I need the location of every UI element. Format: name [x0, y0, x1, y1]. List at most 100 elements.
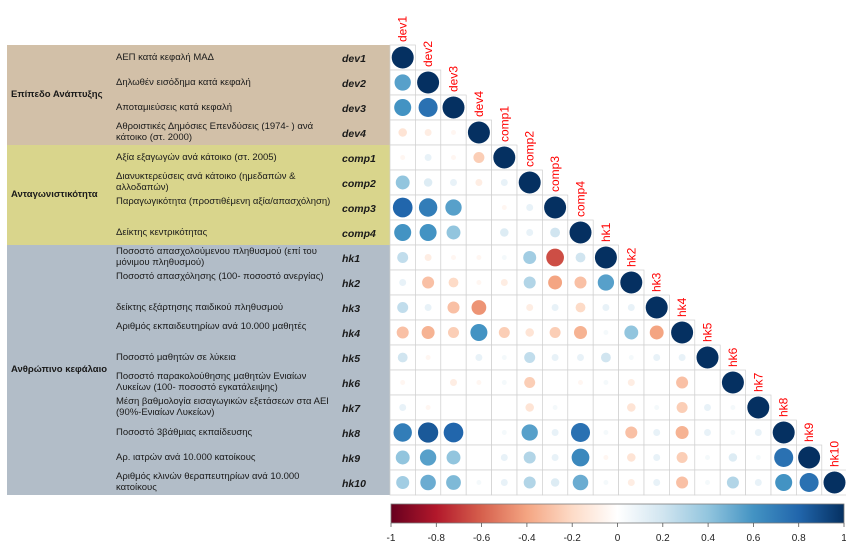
- correlation-circle: [451, 155, 456, 160]
- correlation-circle: [577, 354, 584, 361]
- correlation-circle: [620, 272, 642, 294]
- correlation-circle: [730, 430, 735, 435]
- correlation-circle: [603, 480, 608, 485]
- correlation-circle: [475, 354, 482, 361]
- correlation-circle: [646, 297, 668, 319]
- correlation-circle: [677, 402, 688, 413]
- matrix-cell: [466, 220, 491, 245]
- correlation-circle: [653, 479, 660, 486]
- correlation-circle: [676, 376, 688, 388]
- correlation-circle: [476, 380, 481, 385]
- diagonal-variable-label: dev1: [396, 16, 410, 42]
- correlation-circle: [426, 405, 431, 410]
- colorbar-tick-label: 0.2: [656, 533, 670, 544]
- correlation-circle: [628, 304, 635, 311]
- correlation-circle: [396, 451, 410, 465]
- correlation-circle: [419, 198, 437, 216]
- correlation-circle: [603, 330, 608, 335]
- correlation-circle: [553, 405, 558, 410]
- correlation-circle: [396, 176, 410, 190]
- correlation-circle: [443, 97, 465, 119]
- correlation-circle: [676, 426, 689, 439]
- correlation-circle: [425, 129, 432, 136]
- correlation-circle: [397, 252, 408, 263]
- colorbar-tick-label: 0.6: [746, 533, 760, 544]
- correlation-circle: [399, 279, 406, 286]
- diagonal-variable-label: dev2: [421, 41, 435, 67]
- correlation-circle: [627, 403, 636, 412]
- diagonal-variable-label: comp4: [574, 181, 588, 217]
- correlation-circle: [502, 430, 507, 435]
- correlation-circle: [552, 429, 559, 436]
- correlation-circle: [501, 279, 508, 286]
- correlation-circle: [472, 300, 487, 315]
- correlation-circle: [451, 255, 456, 260]
- diagonal-variable-label: comp3: [548, 156, 562, 192]
- correlation-circle: [501, 454, 508, 461]
- correlation-circle: [573, 475, 589, 491]
- correlation-circle: [526, 204, 533, 211]
- matrix-cell: [644, 370, 669, 395]
- diagonal-variable-label: dev4: [472, 91, 486, 117]
- correlation-circle: [705, 480, 710, 485]
- correlation-circle: [470, 324, 487, 341]
- correlation-circle: [392, 47, 414, 69]
- correlation-circle: [629, 355, 634, 360]
- correlation-circle: [397, 302, 408, 313]
- correlation-circle: [571, 423, 590, 442]
- correlation-circle: [447, 451, 461, 465]
- correlation-circle: [676, 476, 688, 488]
- correlation-circle: [468, 122, 490, 144]
- matrix-cell: [466, 195, 491, 220]
- correlation-circle: [552, 454, 559, 461]
- correlation-circle: [774, 448, 793, 467]
- correlation-circle: [704, 404, 711, 411]
- correlation-circle: [524, 276, 536, 288]
- correlation-circle: [544, 197, 566, 219]
- correlation-circle: [398, 353, 408, 363]
- colorbar: [391, 504, 844, 523]
- correlation-circle: [729, 453, 738, 462]
- correlation-circle: [493, 147, 515, 169]
- diagonal-variable-label: hk3: [650, 272, 664, 292]
- correlation-circle: [420, 224, 437, 241]
- correlation-circle: [501, 479, 508, 486]
- matrix-cell: [441, 345, 466, 370]
- correlation-circle: [426, 355, 431, 360]
- correlation-circle: [550, 327, 561, 338]
- correlation-circle: [576, 253, 586, 263]
- correlation-circle: [450, 179, 457, 186]
- diagonal-variable-label: hk2: [624, 247, 638, 267]
- correlation-circle: [526, 229, 533, 236]
- colorbar-tick-label: -0.8: [428, 533, 446, 544]
- correlation-circle: [601, 353, 611, 363]
- correlation-circle: [574, 276, 586, 288]
- matrix-cell: [542, 370, 567, 395]
- correlation-circle: [526, 304, 533, 311]
- correlation-circle: [400, 155, 405, 160]
- colorbar-tick-label: 1: [841, 533, 846, 544]
- correlation-circle: [502, 380, 507, 385]
- correlation-circle: [476, 480, 481, 485]
- correlation-circle: [444, 423, 464, 443]
- correlation-circle: [524, 451, 536, 463]
- correlation-circle: [396, 476, 409, 489]
- correlation-circle: [419, 98, 438, 117]
- correlation-circle: [502, 355, 507, 360]
- correlation-circle: [653, 354, 660, 361]
- correlation-circle: [653, 429, 660, 436]
- correlation-circle: [425, 154, 432, 161]
- correlation-circle: [397, 326, 409, 338]
- correlation-circle: [476, 280, 481, 285]
- correlation-circle: [523, 251, 536, 264]
- correlation-circle: [775, 474, 792, 491]
- correlation-circle: [654, 405, 659, 410]
- matrix-cell: [492, 395, 517, 420]
- correlation-circle: [550, 228, 560, 238]
- diagonal-variable-label: hk5: [701, 322, 715, 342]
- correlation-circle: [705, 455, 710, 460]
- correlation-circle: [595, 247, 617, 269]
- correlation-circle: [524, 377, 535, 388]
- correlation-circle: [603, 455, 608, 460]
- correlation-circle: [650, 326, 664, 340]
